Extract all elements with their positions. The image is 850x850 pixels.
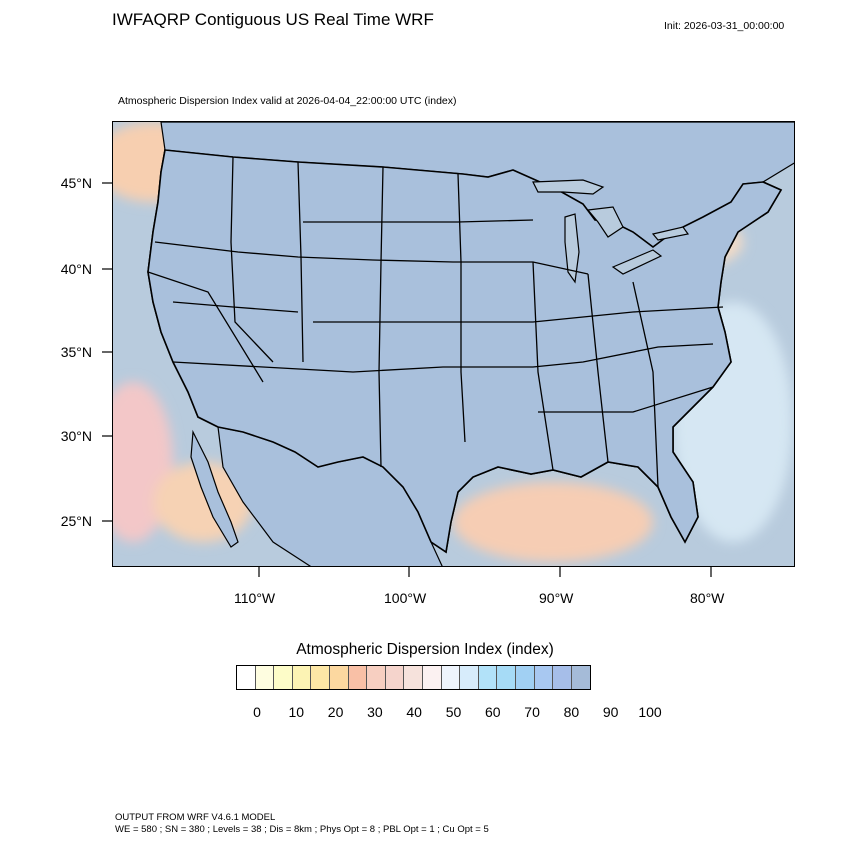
- map-panel: [112, 121, 795, 567]
- colorbar-box: [534, 666, 554, 689]
- lon-label-80: 80°W: [690, 590, 725, 606]
- map-canvas: [113, 122, 794, 566]
- colorbar-box: [553, 666, 572, 689]
- colorbar-tick-label: 50: [445, 704, 462, 720]
- colorbar-tick-label: 90: [602, 704, 619, 720]
- colorbar-box: [329, 666, 349, 689]
- baja-peninsula: [190, 429, 239, 548]
- axis-ticks: [102, 182, 712, 577]
- init-time-label: Init: 2026-03-31_00:00:00: [664, 20, 785, 32]
- great-lakes: [532, 179, 690, 284]
- colorbar-box: [348, 666, 368, 689]
- colorbar-tick-label: 70: [524, 704, 540, 720]
- state-boundaries: [147, 156, 724, 488]
- lat-label-30: 30°N: [60, 428, 92, 444]
- main-title: IWFAQRP Contiguous US Real Time WRF: [112, 10, 434, 29]
- colorbar-box: [311, 666, 330, 689]
- lat-label-35: 35°N: [60, 344, 92, 360]
- colorbar-tick-label: 0: [253, 704, 261, 720]
- plot-subtitle: Atmospheric Dispersion Index valid at 20…: [118, 95, 457, 107]
- colorbar-box: [571, 666, 591, 689]
- footer-config-line: WE = 580 ; SN = 380 ; Levels = 38 ; Dis …: [115, 824, 489, 835]
- colorbar-tick-label: 20: [327, 704, 344, 720]
- colorbar-tick-label: 100: [638, 704, 662, 720]
- lat-label-25: 25°N: [60, 513, 92, 529]
- colorbar-box: [478, 666, 498, 689]
- colorbar-title: Atmospheric Dispersion Index (index): [296, 641, 554, 658]
- colorbar-box: [441, 666, 461, 689]
- colorbar: [236, 665, 592, 690]
- lat-label-45: 45°N: [60, 175, 92, 191]
- colorbar-box: [497, 666, 516, 689]
- lat-label-40: 40°N: [60, 261, 92, 277]
- colorbar-box: [404, 666, 423, 689]
- colorbar-tick-label: 40: [406, 704, 422, 720]
- colorbar-box: [274, 666, 293, 689]
- colorbar-box: [237, 666, 256, 689]
- lon-label-110: 110°W: [234, 590, 276, 606]
- colorbar-box: [367, 666, 386, 689]
- colorbar-tick-label: 80: [563, 704, 580, 720]
- colorbar-tick-label: 10: [288, 704, 305, 720]
- colorbar-box: [515, 666, 535, 689]
- colorbar-tick-label: 60: [485, 704, 501, 720]
- colorbar-box: [422, 666, 442, 689]
- colorbar-tick-label: 30: [367, 704, 383, 720]
- colorbar-box: [385, 666, 405, 689]
- colorbar-box: [292, 666, 312, 689]
- lon-label-90: 90°W: [539, 590, 574, 606]
- lon-label-100: 100°W: [384, 590, 427, 606]
- colorbar-box: [460, 666, 479, 689]
- colorbar-box: [255, 666, 275, 689]
- footer-model-line: OUTPUT FROM WRF V4.6.1 MODEL: [115, 812, 276, 823]
